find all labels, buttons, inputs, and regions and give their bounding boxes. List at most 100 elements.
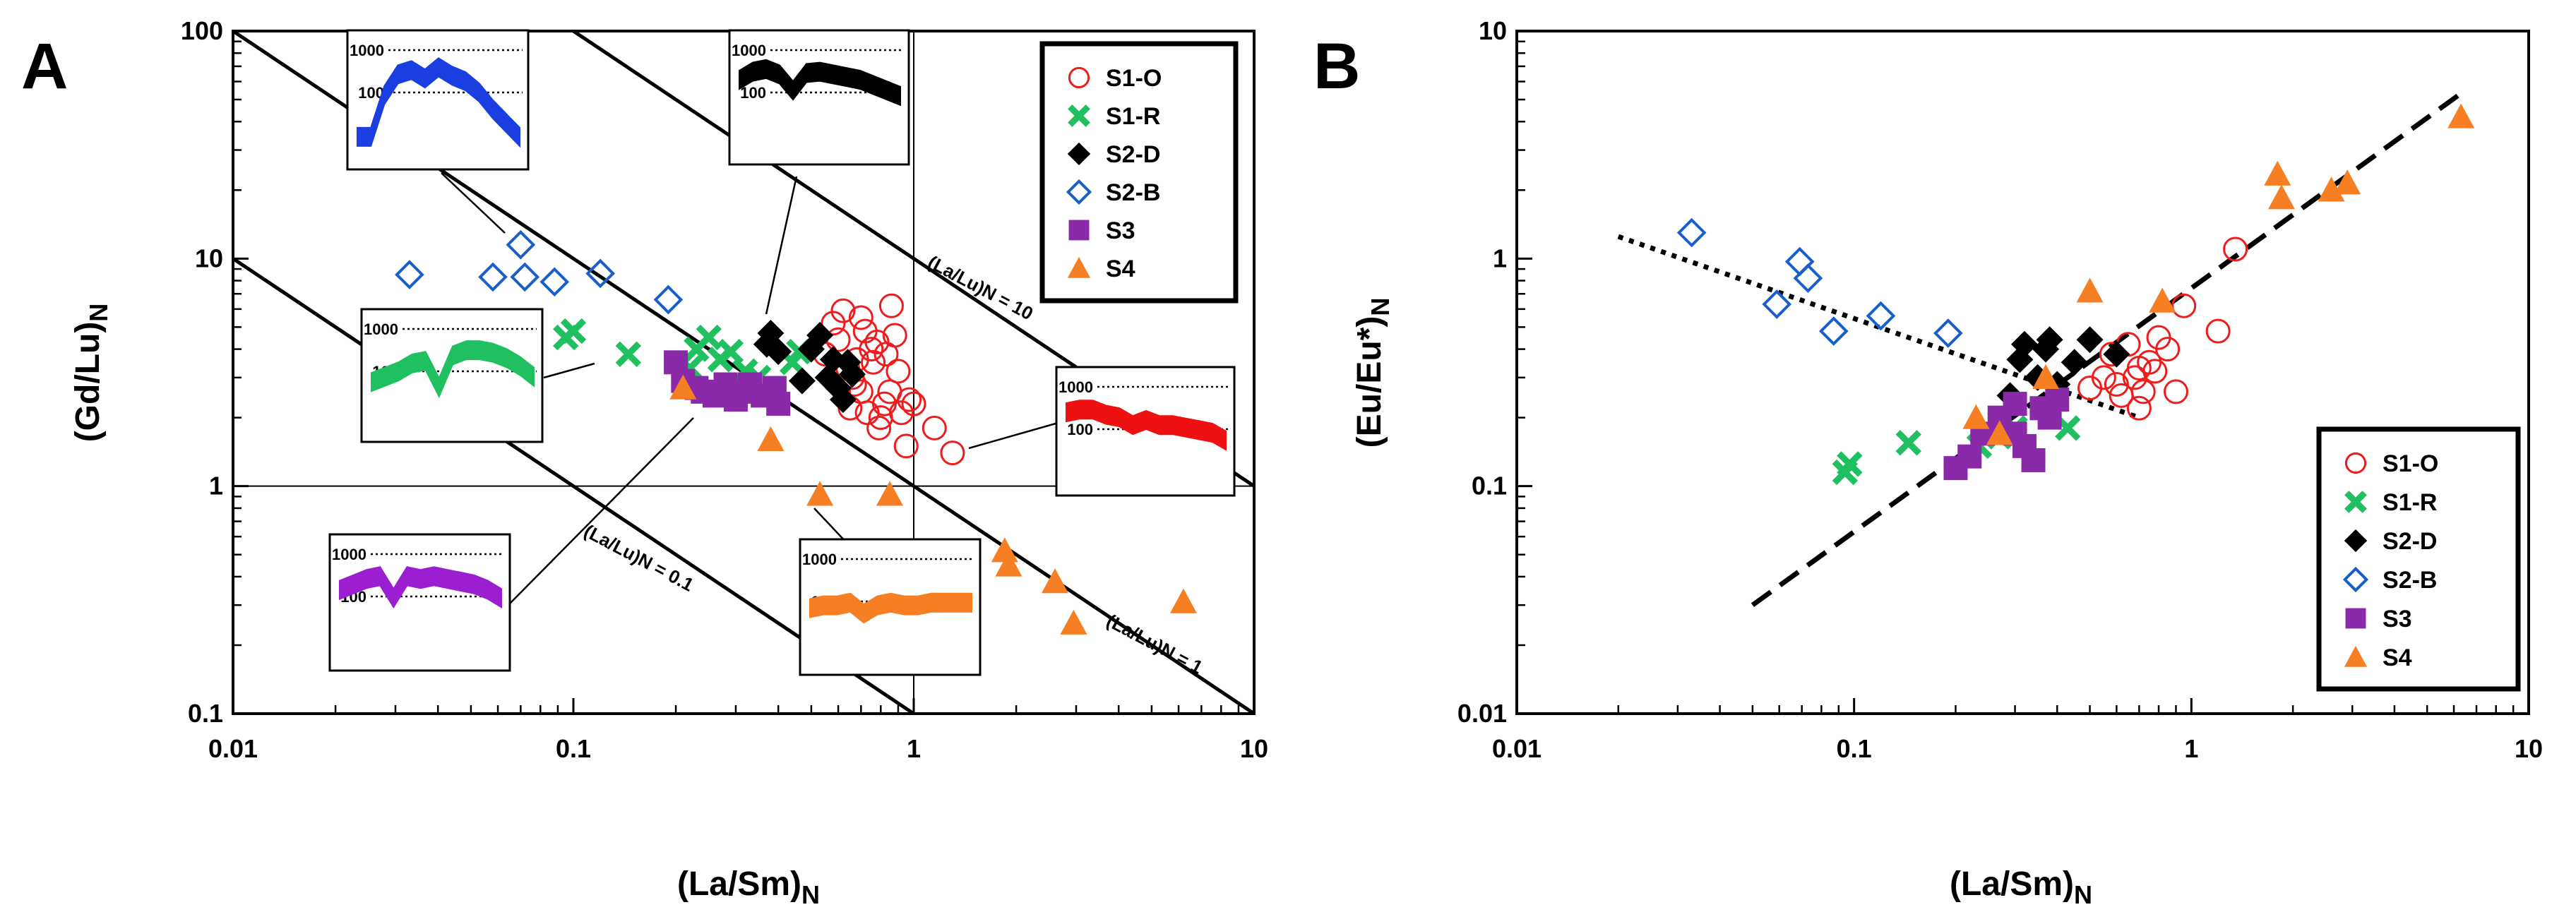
panel-a-legend: S1-O S1-R S2-D S2-B S3 S4 xyxy=(1039,41,1239,304)
data-point-s4 xyxy=(1060,609,1087,635)
data-point-s1-o xyxy=(864,329,890,354)
panel-a-legend-label-s3: S3 xyxy=(1106,217,1135,244)
data-point-s2-d xyxy=(2103,340,2130,368)
data-point-s2-d xyxy=(2036,326,2063,354)
panel-b-x-tick-label: 1 xyxy=(2184,734,2198,763)
panel-b-legend-marker-s2-d xyxy=(2344,529,2368,553)
data-point-s2-b xyxy=(1933,318,1963,348)
inset-s2-d-pattern: 1000 100 xyxy=(728,29,910,166)
panel-b-series-s1-o xyxy=(2077,236,2248,421)
panel-a-series-s2-b xyxy=(395,229,684,315)
inset-frame xyxy=(328,533,511,672)
data-point-s1-o xyxy=(893,433,919,459)
inset-frame xyxy=(728,29,910,166)
panel-a-series-s1-r xyxy=(553,318,812,391)
panel-a-legend-label-s2-b: S2-B xyxy=(1106,179,1160,206)
data-point-s1-o xyxy=(2104,372,2129,397)
data-point-s4 xyxy=(2318,176,2345,202)
data-point-s3 xyxy=(2003,392,2027,416)
connector-s3 xyxy=(509,417,694,604)
data-point-s1-o xyxy=(2155,337,2181,362)
data-point-s1-o xyxy=(2163,379,2188,404)
panel-b-legend-marker-s3 xyxy=(2345,608,2366,629)
panel-a-legend-marker-s4 xyxy=(1067,256,1091,278)
panel-b-series-s4 xyxy=(1962,103,2475,445)
data-point-s4 xyxy=(1986,420,2013,445)
panel-b-y-title: (Eu/Eu*)N xyxy=(1351,298,1395,448)
panel-a-legend-marker-s1-o xyxy=(1068,66,1090,89)
panel-b-legend-marker-s4 xyxy=(2344,645,2368,667)
data-point-s4 xyxy=(806,481,834,506)
data-point-s2-b xyxy=(585,258,615,289)
data-point-s1-o xyxy=(889,400,914,426)
data-point-s2-d xyxy=(806,322,834,349)
panel-b-y-title-sub: N xyxy=(1366,298,1395,316)
connector-s1r xyxy=(543,362,595,379)
data-point-s2-b xyxy=(1818,316,1849,346)
panel-a-x-title-main: (La/Sm) xyxy=(677,865,801,903)
data-point-s4 xyxy=(2264,160,2291,186)
inset-tick-label: 1000 xyxy=(364,320,398,338)
data-point-s1-r xyxy=(717,338,744,365)
panel-b-series-s2-b xyxy=(1676,217,1963,348)
panel-a-inset-connectors xyxy=(441,172,1056,604)
data-point-s2-b xyxy=(539,267,570,297)
data-point-s1-o xyxy=(2091,365,2116,390)
data-point-s4 xyxy=(995,551,1022,577)
data-point-s4 xyxy=(991,537,1018,563)
inset-pattern-band xyxy=(1066,400,1227,451)
data-point-s4 xyxy=(1962,404,1990,429)
data-point-s1-r xyxy=(560,318,587,344)
data-point-s2-b xyxy=(506,229,536,260)
panel-b-x-tick-label: 0.01 xyxy=(1492,734,1542,763)
panel-b-y-tick-label: 0.01 xyxy=(1457,699,1507,728)
data-point-s1-o xyxy=(859,337,884,362)
ref-label-10: (La/Lu)N = 10 xyxy=(924,251,1037,324)
panel-a-y-title-sub: N xyxy=(84,304,113,322)
inset-tick-label: 100 xyxy=(740,84,766,102)
data-point-s4 xyxy=(1169,588,1197,613)
data-point-s4 xyxy=(2149,287,2176,313)
panel-a-series-s1-o xyxy=(813,293,965,466)
panel-a-legend-label-s2-d: S2-D xyxy=(1106,141,1160,168)
data-point-s2-d xyxy=(829,386,857,414)
data-point-s2-b xyxy=(653,284,684,315)
data-point-s2-d xyxy=(2076,326,2104,354)
data-point-s1-o xyxy=(922,415,947,440)
panel-a-y-tick-label: 100 xyxy=(181,16,223,45)
panel-a-x-title: (La/Sm)N xyxy=(677,865,820,909)
panel-a-legend-label-s1-o: S1-O xyxy=(1106,65,1162,92)
panel-b-series-s3 xyxy=(1943,388,2070,481)
panel-a-x-tick-label: 10 xyxy=(1240,734,1268,763)
data-point-s1-o xyxy=(2142,359,2168,384)
inset-pattern-band xyxy=(371,340,535,399)
data-point-s1-o xyxy=(886,359,911,384)
panel-b-legend-label-s2-d: S2-D xyxy=(2383,528,2437,555)
panel-a-y-tick-label: 10 xyxy=(195,244,223,272)
inset-pattern-band xyxy=(739,59,901,107)
connector-s2d xyxy=(765,176,798,315)
data-point-s1-o xyxy=(2205,318,2231,344)
data-point-s2-b xyxy=(395,260,424,289)
panel-b-y-tick-label: 0.1 xyxy=(1472,472,1507,500)
panel-b-plot-frame xyxy=(1515,30,2530,715)
data-point-s2-b xyxy=(1793,263,1823,293)
panel-a-y-tick-label: 0.1 xyxy=(188,699,223,728)
inset-pattern-band xyxy=(339,566,502,609)
data-point-s1-o xyxy=(2171,293,2197,318)
data-point-s4 xyxy=(2032,364,2060,390)
panel-a-legend-marker-s1-r xyxy=(1068,104,1090,127)
connector-s4 xyxy=(813,508,848,544)
data-point-s4 xyxy=(2334,169,2361,195)
data-point-s4 xyxy=(1042,568,1069,594)
data-point-s2-b xyxy=(1762,289,1792,319)
panel-a-axes: 0.01 0.1 1 10 0.1 1 10 100 xyxy=(181,16,1268,763)
data-point-s1-o xyxy=(821,311,846,336)
data-point-s2-b xyxy=(1676,217,1707,248)
inset-tick-label: 1000 xyxy=(1059,378,1093,396)
panel-b-legend-marker-s1-r xyxy=(2344,491,2367,513)
data-point-s1-o xyxy=(825,327,851,352)
